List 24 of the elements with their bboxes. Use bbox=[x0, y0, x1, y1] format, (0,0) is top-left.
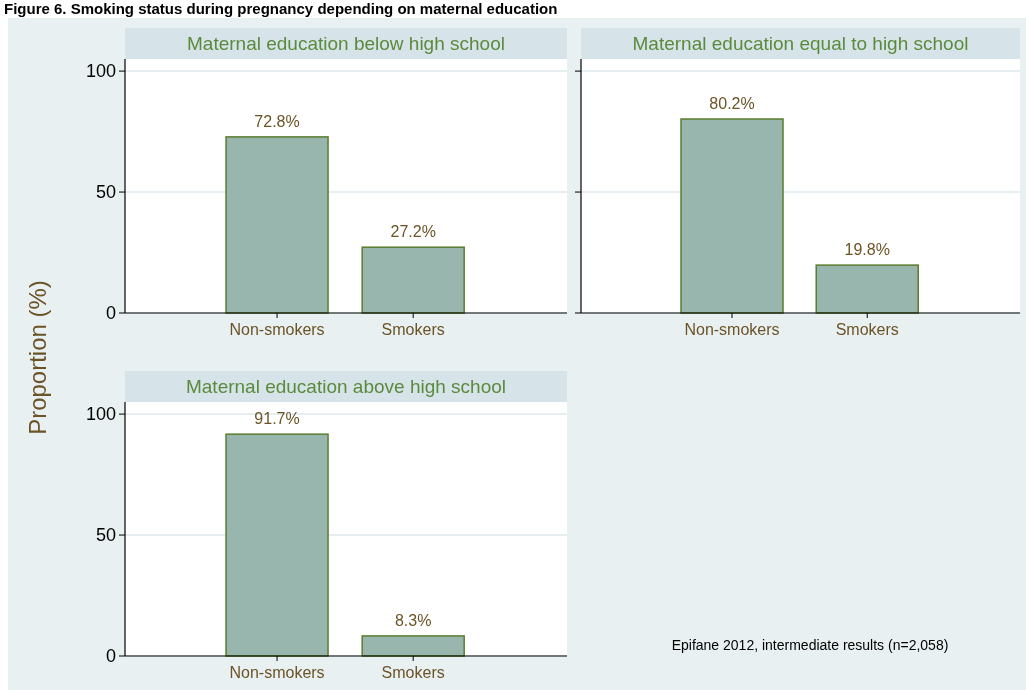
x-tick-label: Smokers bbox=[381, 664, 445, 681]
data-label: 91.7% bbox=[254, 410, 300, 428]
chart-title: Maternal education below high school bbox=[187, 33, 505, 54]
x-tick-label: Non-smokers bbox=[684, 321, 780, 338]
x-tick-label: Smokers bbox=[381, 321, 445, 338]
x-tick-label: Smokers bbox=[835, 321, 899, 338]
y-tick-label: 50 bbox=[95, 525, 116, 546]
y-axis-title: Proportion (%) bbox=[24, 280, 51, 435]
y-tick-label: 0 bbox=[105, 646, 116, 666]
y-tick-label: 50 bbox=[95, 182, 116, 203]
data-label: 72.8% bbox=[254, 112, 300, 130]
chart-title: Maternal education equal to high school bbox=[632, 33, 969, 54]
text: Epifane 2012, intermediate results (n=2,058) bbox=[671, 637, 949, 653]
x-tick-label: Non-smokers bbox=[229, 321, 325, 338]
data-label: 8.3% bbox=[394, 611, 432, 629]
x-tick-label: Non-smokers bbox=[229, 664, 325, 681]
data-label: 80.2% bbox=[709, 94, 755, 112]
data-label: 27.2% bbox=[390, 223, 436, 241]
data-label: 19.8% bbox=[844, 241, 890, 259]
text: Figure 6. Smoking status during pregnancy depending on maternal education bbox=[4, 0, 558, 17]
y-tick-label: 100 bbox=[85, 404, 116, 425]
chart-title: Maternal education above high school bbox=[185, 376, 507, 397]
y-tick-label: 0 bbox=[105, 303, 116, 323]
y-tick-label: 100 bbox=[85, 61, 116, 82]
